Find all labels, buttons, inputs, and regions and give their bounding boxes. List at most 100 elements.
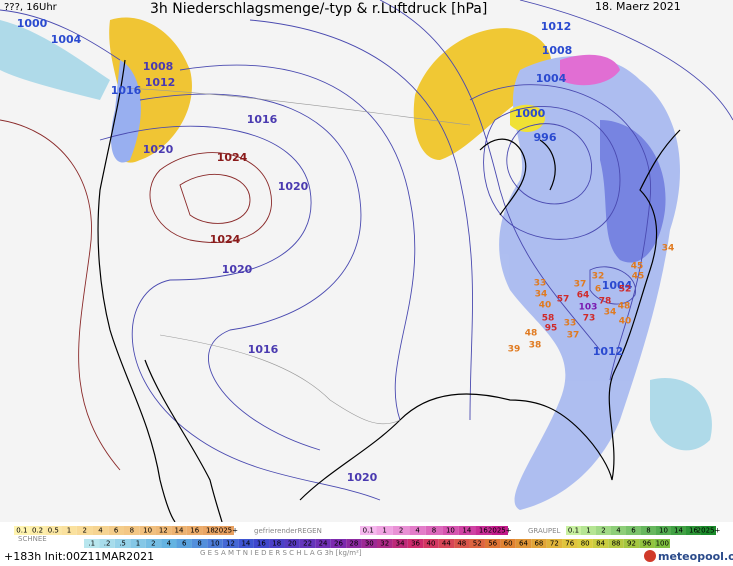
legend-swatch bbox=[376, 526, 393, 535]
freezing-rain-area bbox=[560, 54, 620, 86]
precip-areas bbox=[0, 17, 712, 511]
precip-label: 33 bbox=[534, 279, 547, 289]
isobar bbox=[179, 173, 251, 224]
precip-label: 34 bbox=[604, 308, 617, 318]
isobar-label: 1020 bbox=[347, 471, 378, 484]
isobar-label: 1016 bbox=[248, 343, 279, 356]
precip-label: 45 bbox=[632, 272, 645, 282]
map-date: 18. Maerz 2021 bbox=[595, 0, 681, 13]
legend-swatch bbox=[114, 539, 131, 548]
legend-label: 84 bbox=[596, 540, 605, 548]
legend-label: 10 bbox=[659, 527, 668, 535]
precip-area bbox=[0, 20, 110, 100]
isobar-label: 1008 bbox=[542, 44, 573, 57]
legend-swatch bbox=[577, 539, 593, 548]
legend-label: 0.1 bbox=[16, 527, 27, 535]
legend-swatch bbox=[407, 539, 424, 548]
legend-swatch bbox=[330, 539, 347, 548]
legend-label: 0.1 bbox=[568, 527, 579, 535]
legend-swatch bbox=[45, 526, 62, 535]
legend-label: 2025+ bbox=[697, 527, 721, 535]
legend-label: 4 bbox=[415, 527, 420, 535]
legend-label: 56 bbox=[488, 540, 497, 548]
legend-swatch bbox=[454, 539, 470, 548]
legend-label: 26 bbox=[334, 540, 343, 548]
legend-label: 6 bbox=[114, 527, 119, 535]
legend-swatch bbox=[222, 539, 239, 548]
legend-label: 0.2 bbox=[32, 527, 43, 535]
precip-label: 52 bbox=[619, 285, 632, 295]
precip-label: 103 bbox=[579, 303, 598, 313]
legend-swatch bbox=[361, 539, 377, 548]
legend-swatch bbox=[299, 539, 316, 548]
legend-swatch bbox=[626, 526, 641, 535]
legend-label: 18 bbox=[206, 527, 215, 535]
legend-swatch bbox=[315, 539, 331, 548]
legend-swatch bbox=[458, 526, 476, 535]
coastline bbox=[299, 129, 681, 501]
isobar-label: 1004 bbox=[51, 33, 82, 46]
precip-label: 45 bbox=[631, 262, 644, 272]
legend-label: 6 bbox=[631, 527, 636, 535]
border bbox=[159, 334, 401, 425]
precip-label: 40 bbox=[539, 301, 552, 311]
precip-label: 39 bbox=[508, 345, 521, 355]
legend-label: 14 bbox=[462, 527, 471, 535]
legend-swatch bbox=[346, 539, 362, 548]
legend-swatch bbox=[92, 526, 109, 535]
legend-label: 16 bbox=[689, 527, 698, 535]
legend-label: 34 bbox=[396, 540, 405, 548]
run-init: +183h Init:00Z11MAR2021 bbox=[4, 550, 154, 563]
legend-swatch bbox=[469, 539, 485, 548]
precip-label: 34 bbox=[662, 244, 675, 254]
isobar-label: 1016 bbox=[111, 84, 142, 97]
legend-swatch bbox=[360, 526, 377, 535]
legend-swatch bbox=[284, 539, 300, 548]
legend-label: 8 bbox=[130, 527, 134, 535]
legend-swatch bbox=[686, 526, 701, 535]
legend-graupel-title: GRAUPEL bbox=[528, 527, 561, 535]
lakes bbox=[479, 138, 556, 216]
legend-snow-title: SCHNEE bbox=[18, 535, 47, 543]
legend-label: 10 bbox=[446, 527, 455, 535]
isobar-label: 1012 bbox=[593, 345, 624, 358]
legend-label: 80 bbox=[581, 540, 590, 548]
isobar-label: 1000 bbox=[17, 17, 48, 30]
isobar bbox=[519, 0, 733, 121]
legend-swatch bbox=[641, 526, 656, 535]
legend-label: 12 bbox=[226, 540, 235, 548]
legend-label: 1 bbox=[382, 527, 386, 535]
isobar bbox=[0, 119, 121, 471]
legend-swatch bbox=[475, 526, 492, 535]
legend-label: 16 bbox=[190, 527, 199, 535]
isobar-label: 1020 bbox=[278, 180, 309, 193]
legend-swatch bbox=[171, 526, 187, 535]
isobar bbox=[99, 125, 381, 501]
coastline bbox=[144, 359, 223, 523]
isobar bbox=[0, 9, 121, 61]
legend-label: 12 bbox=[159, 527, 168, 535]
legend-label: 16 bbox=[257, 540, 266, 548]
legend-label: 14 bbox=[241, 540, 250, 548]
legend-label: 10 bbox=[211, 540, 220, 548]
legend-label: .5 bbox=[119, 540, 126, 548]
legend-label: 44 bbox=[442, 540, 451, 548]
legend-label: 60 bbox=[504, 540, 513, 548]
legend-swatch bbox=[491, 526, 508, 535]
legend-label: 8 bbox=[197, 540, 201, 548]
precip-area bbox=[650, 378, 712, 451]
legend-label: 36 bbox=[411, 540, 420, 548]
isobar bbox=[589, 266, 636, 305]
isobar bbox=[379, 0, 601, 351]
legend-label: 0.1 bbox=[363, 527, 374, 535]
legend-label: 32 bbox=[380, 540, 389, 548]
legend-label: 72 bbox=[550, 540, 559, 548]
legend-swatch bbox=[124, 526, 140, 535]
legend-swatch bbox=[500, 539, 516, 548]
isobars bbox=[0, 0, 733, 501]
isobar-label: 1020 bbox=[143, 143, 174, 156]
legend-label: 76 bbox=[565, 540, 574, 548]
legend-swatch bbox=[531, 539, 547, 548]
precip-label: 32 bbox=[592, 272, 605, 282]
